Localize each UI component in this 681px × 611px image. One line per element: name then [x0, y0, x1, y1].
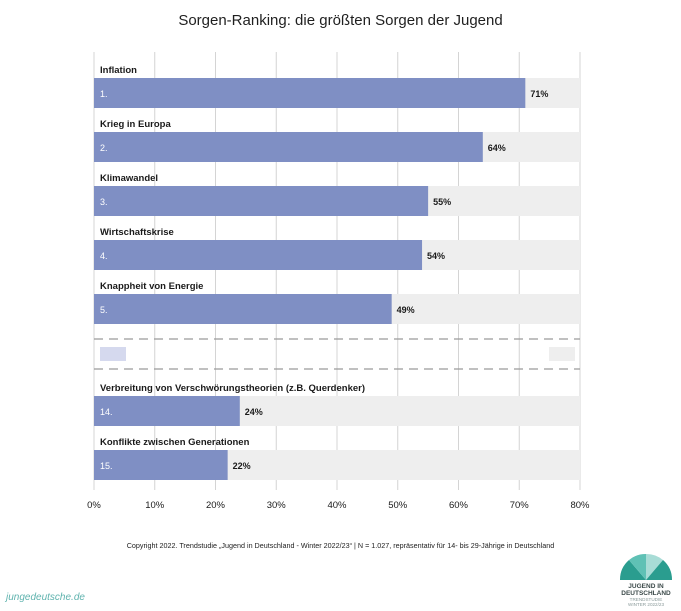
rank-label: 14.: [100, 407, 113, 417]
bar: [94, 132, 483, 162]
category-label: Konflikte zwischen Generationen: [100, 437, 250, 448]
category-label: Wirtschaftskrise: [100, 227, 174, 238]
bar: [94, 78, 526, 108]
x-tick-label: 80%: [570, 500, 590, 511]
bar: [94, 294, 392, 324]
category-label: Krieg in Europa: [100, 119, 171, 130]
bar: [94, 450, 228, 480]
data-label: 24%: [245, 407, 263, 417]
data-label: 64%: [488, 143, 506, 153]
break-marker-bar: [100, 347, 126, 361]
x-tick-label: 40%: [327, 500, 347, 511]
data-label: 55%: [433, 197, 451, 207]
data-label: 71%: [530, 89, 548, 99]
category-label: Knappheit von Energie: [100, 281, 203, 292]
x-tick-label: 50%: [388, 500, 408, 511]
bar: [94, 396, 240, 426]
jugend-in-deutschland-logo: JUGEND IN DEUTSCHLAND TRENDSTUDIE WINTER…: [616, 546, 676, 608]
logo-text-line3: TRENDSTUDIE: [629, 597, 663, 602]
logo-fan-icon: [619, 553, 673, 580]
chart-title: Sorgen-Ranking: die größten Sorgen der J…: [178, 12, 503, 29]
x-tick-label: 30%: [267, 500, 287, 511]
logo-text-line4: WINTER 2022/23: [628, 602, 664, 607]
website-link[interactable]: jungedeutsche.de: [6, 592, 85, 603]
copyright-note: Copyright 2022. Trendstudie „Jugend in D…: [126, 541, 555, 550]
category-label: Inflation: [100, 65, 137, 76]
bar: [94, 240, 423, 270]
x-tick-label: 70%: [510, 500, 530, 511]
x-tick-label: 20%: [206, 500, 226, 511]
logo-text-line2: DEUTSCHLAND: [621, 590, 671, 597]
data-label: 54%: [427, 251, 445, 261]
x-tick-label: 60%: [449, 500, 469, 511]
category-label: Klimawandel: [100, 173, 158, 184]
data-label: 49%: [397, 305, 415, 315]
rank-label: 3.: [100, 197, 108, 207]
category-label: Verbreitung von Verschwörungstheorien (z…: [100, 383, 365, 394]
x-tick-label: 10%: [145, 500, 165, 511]
rank-label: 4.: [100, 251, 108, 261]
bar-chart: Inflation 1. 71% Krieg in Europa 2. 64% Klimaw…: [87, 52, 590, 511]
rank-label: 15.: [100, 461, 113, 471]
break-marker-track: [549, 347, 575, 361]
data-label: 22%: [233, 461, 251, 471]
bar: [94, 186, 429, 216]
logo-text-line1: JUGEND IN: [628, 583, 664, 590]
rank-label: 1.: [100, 89, 108, 99]
rank-label: 5.: [100, 305, 108, 315]
x-tick-label: 0%: [87, 500, 101, 511]
rank-label: 2.: [100, 143, 108, 153]
